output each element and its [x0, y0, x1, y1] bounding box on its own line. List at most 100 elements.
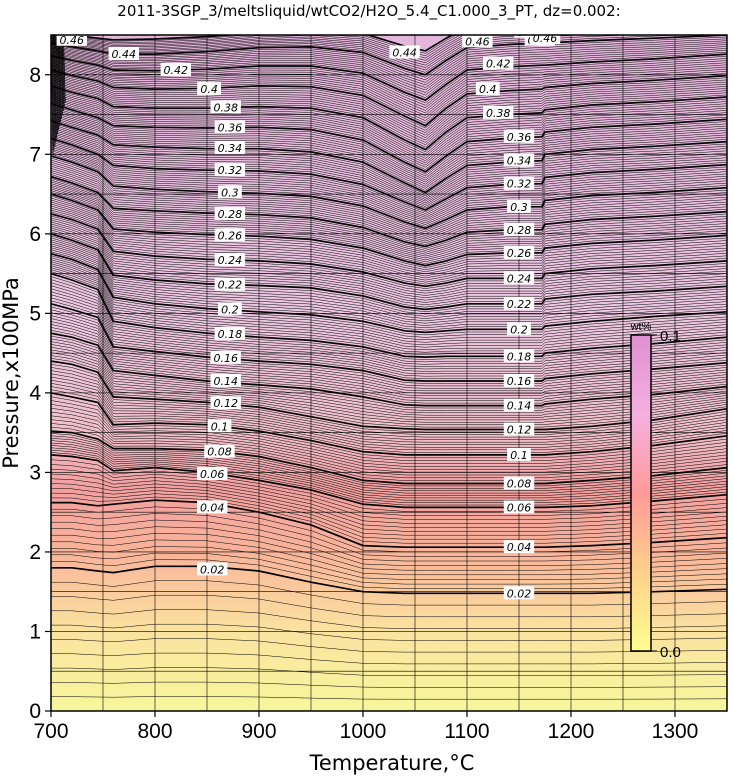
contour-line-edge: [53, 35, 57, 143]
contour-label-text: 0.34: [507, 155, 532, 168]
contour-label-text: 0.24: [218, 254, 243, 267]
contour-line-minor: [51, 318, 727, 394]
contour-label-box: [503, 222, 535, 236]
contour-line-minor: [51, 71, 727, 129]
contour-line-minor: [51, 285, 727, 367]
contour-line-edge: [51, 35, 55, 151]
contour-label-text: 0.12: [213, 397, 238, 410]
contour-line-minor: [51, 309, 727, 387]
contour-line-minor: [51, 157, 727, 231]
contour-line-minor: [51, 131, 727, 204]
contour-label: 0.38: [210, 100, 241, 114]
contour-line-minor: [51, 358, 727, 428]
contour-label-text: 0.42: [486, 58, 511, 71]
contour-label-box: [507, 199, 531, 213]
contour-label-text: 0.02: [507, 587, 532, 600]
contour-line-minor: [51, 291, 727, 372]
y-tick-label: 2: [29, 541, 41, 564]
contour-line-minor: [51, 225, 727, 301]
contour-line-minor: [51, 263, 727, 346]
contour-label-box: [529, 35, 561, 45]
contour-label: 0.2: [507, 322, 531, 336]
contour-label-box: [503, 373, 535, 387]
contour-label: 0.48: [60, 35, 85, 36]
contour-line-minor: [51, 245, 727, 324]
contour-label-box: [503, 245, 535, 259]
contour-line-minor: [51, 111, 727, 183]
contour-line-minor: [51, 136, 727, 209]
contour-label: 0.44: [108, 47, 139, 61]
x-tick-label: 1200: [548, 720, 595, 743]
contour-line-major: [51, 155, 727, 230]
contour-line-minor: [51, 124, 727, 197]
contour-label: 0.24: [503, 271, 535, 285]
y-tick-labels: 0 1 2 3 4 5 6 7 8: [29, 64, 41, 723]
contour-label-text: 0.06: [200, 468, 225, 481]
contour-line-minor: [51, 440, 727, 494]
contour-line-minor: [51, 55, 727, 104]
contour-line-minor: [51, 239, 727, 317]
contour-line-minor: [51, 132, 727, 205]
contour-line-minor: [51, 186, 727, 259]
contour-line-minor: [51, 76, 727, 136]
contour-label-box: [503, 349, 535, 363]
contour-label: 0.42: [483, 56, 514, 71]
contour-label-box: [503, 586, 535, 600]
contour-label-text: 0.34: [218, 142, 243, 155]
contour-line-minor: [51, 113, 727, 185]
contour-line-minor: [51, 483, 727, 532]
contour-line-minor: [51, 192, 727, 264]
contour-line-minor: [51, 247, 727, 326]
contour-label-text: 0.18: [218, 328, 243, 341]
contour-label-box: [462, 35, 493, 48]
contour-line-minor: [51, 411, 727, 470]
x-tick-label: 900: [241, 720, 276, 743]
contour-label: 0.06: [503, 500, 535, 514]
contour-label-box: [483, 56, 514, 70]
contour-line-minor: [51, 423, 727, 479]
contour-line-minor: [51, 324, 727, 399]
contour-line-minor: [51, 129, 727, 202]
contour-line-minor: [51, 447, 727, 501]
contour-line-minor: [51, 159, 727, 233]
contour-line-minor: [51, 269, 727, 353]
contour-line-minor: [51, 62, 727, 114]
colorbar-unit: wt%: [630, 321, 652, 333]
contour-line-minor: [51, 235, 727, 312]
contour-line-minor: [51, 306, 727, 384]
contour-line-major: [51, 499, 727, 549]
contour-line-minor: [51, 255, 727, 336]
contour-line-minor: [51, 243, 727, 322]
contour-line-minor: [51, 251, 727, 331]
contour-line-minor: [51, 117, 727, 189]
contour-line-minor: [51, 46, 727, 91]
contour-label-box: [197, 500, 228, 514]
contour-line-minor: [51, 94, 727, 161]
contour-label-text: 0.24: [507, 272, 532, 285]
contour-line-minor: [51, 257, 727, 338]
contour-label-box: [483, 105, 514, 119]
contour-line-major: [51, 213, 727, 288]
contour-line-minor: [51, 203, 727, 277]
contour-label-text: 0.18: [507, 350, 532, 363]
contour-label-box: [503, 476, 535, 490]
contour-label: 0.04: [197, 500, 228, 514]
contour-label-text: 0.36: [507, 131, 532, 144]
contour-line-minor: [51, 118, 727, 191]
contour-line-minor: [51, 552, 727, 585]
contour-line-major: [51, 85, 727, 151]
contour-line-minor: [51, 231, 727, 308]
contour-line-minor: [51, 50, 727, 96]
contour-label-box: [503, 422, 535, 436]
contour-line-minor: [51, 449, 727, 503]
contour-label-text: 0.04: [507, 541, 532, 554]
contour-line-minor: [51, 370, 727, 438]
contour-label-box: [204, 444, 235, 458]
y-axis-title: Pressure,x100MPa: [0, 277, 23, 469]
contour-label: 0.32: [503, 176, 535, 191]
contour-line-minor: [51, 64, 727, 116]
contour-line-minor: [51, 580, 727, 606]
contour-label-box: [503, 540, 535, 554]
contour-line-major: [51, 232, 727, 311]
contour-line-minor: [51, 79, 727, 141]
